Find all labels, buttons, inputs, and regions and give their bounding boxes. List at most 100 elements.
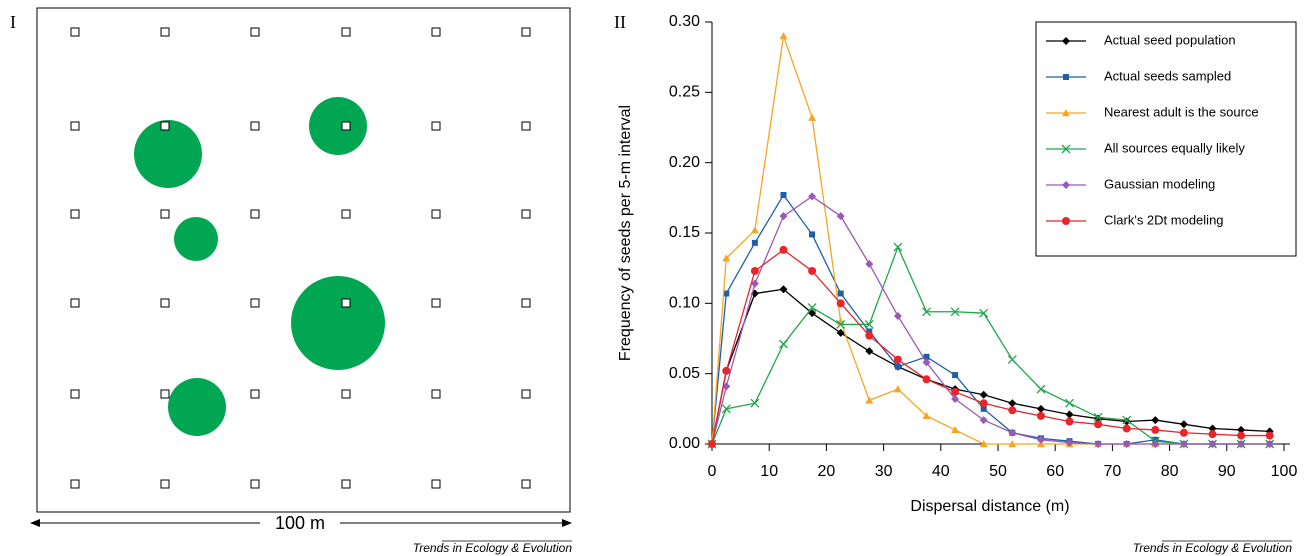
adult-trees (134, 97, 385, 436)
marker (722, 254, 731, 262)
credit: Trends in Ecology & Evolution (413, 541, 573, 555)
trap (521, 121, 531, 131)
x-tick-label: 90 (1218, 463, 1236, 480)
trap (250, 298, 260, 308)
y-tick-label: 0.15 (669, 224, 700, 241)
marker (1063, 74, 1069, 80)
marker (779, 32, 788, 40)
marker (865, 331, 874, 340)
marker (922, 411, 931, 420)
trap (341, 121, 351, 131)
marker (779, 339, 788, 349)
trap (431, 479, 441, 489)
marker (951, 425, 960, 434)
marker (722, 366, 731, 375)
y-tick-label: 0.00 (669, 435, 700, 452)
marker (979, 440, 988, 448)
marker (893, 311, 902, 320)
marker (1062, 217, 1070, 225)
marker (893, 385, 902, 393)
marker (1094, 440, 1103, 448)
trap (341, 479, 351, 489)
marker (979, 399, 988, 408)
marker (1122, 424, 1131, 433)
marker (923, 353, 930, 360)
legend-label: Actual seeds sampled (1104, 68, 1231, 83)
marker (893, 242, 903, 252)
trap (431, 209, 441, 219)
marker (865, 259, 874, 268)
credit: Trends in Ecology & Evolution (1133, 541, 1293, 555)
marker (779, 245, 788, 254)
marker (922, 307, 931, 317)
seed-traps (70, 27, 531, 489)
marker (836, 319, 846, 329)
marker (1062, 181, 1070, 189)
x-tick-label: 30 (875, 463, 893, 480)
trap (521, 27, 531, 37)
y-tick-label: 0.10 (669, 295, 700, 312)
trap (341, 298, 351, 308)
marker (1151, 416, 1160, 425)
x-tick-label: 50 (989, 463, 1007, 480)
marker (952, 372, 959, 379)
trap (70, 298, 80, 308)
marker (721, 404, 731, 414)
marker (1093, 412, 1103, 422)
marker (723, 290, 730, 297)
marker (1208, 430, 1217, 439)
marker (1208, 424, 1217, 433)
scale-label: 100 m (275, 513, 325, 533)
legend-label: Clark's 2Dt modeling (1104, 212, 1224, 227)
trap (431, 27, 441, 37)
marker (750, 279, 759, 288)
marker (1062, 109, 1070, 117)
marker (893, 355, 902, 364)
tree (134, 120, 202, 188)
marker (751, 239, 758, 246)
panel-label: II (614, 12, 626, 32)
legend-box (1035, 21, 1297, 257)
marker (980, 405, 987, 412)
trap (250, 389, 260, 399)
marker (865, 347, 874, 356)
marker (837, 290, 844, 297)
marker (836, 299, 845, 308)
x-tick-label: 0 (708, 463, 717, 480)
marker (1179, 420, 1188, 429)
trap (70, 479, 80, 489)
marker (1152, 436, 1159, 443)
y-axis-label: Frequency of seeds per 5-m interval (617, 105, 634, 361)
x-tick-label: 70 (1104, 463, 1122, 480)
marker (865, 396, 874, 404)
marker (1007, 355, 1017, 365)
marker (979, 416, 988, 425)
panel-i: I 100 m Trends in Ecology & Evolution (10, 7, 573, 555)
marker (1179, 428, 1188, 437)
y-tick-label: 0.30 (669, 13, 700, 30)
marker (1062, 37, 1070, 45)
marker (809, 231, 816, 238)
x-tick-label: 20 (818, 463, 836, 480)
trap (431, 121, 441, 131)
trap (160, 121, 170, 131)
marker (864, 319, 874, 329)
tree (309, 97, 367, 155)
marker (866, 328, 873, 335)
marker (808, 266, 817, 275)
trap (521, 389, 531, 399)
marker (922, 375, 931, 384)
marker (1237, 431, 1246, 440)
x-tick-label: 100 (1271, 463, 1298, 480)
marker (708, 440, 716, 448)
trap (160, 27, 170, 37)
trap (160, 389, 170, 399)
marker (779, 212, 788, 221)
marker (808, 309, 817, 318)
marker (951, 394, 960, 403)
trap (250, 479, 260, 489)
marker (894, 363, 901, 370)
trap (341, 27, 351, 37)
tree (174, 217, 218, 261)
